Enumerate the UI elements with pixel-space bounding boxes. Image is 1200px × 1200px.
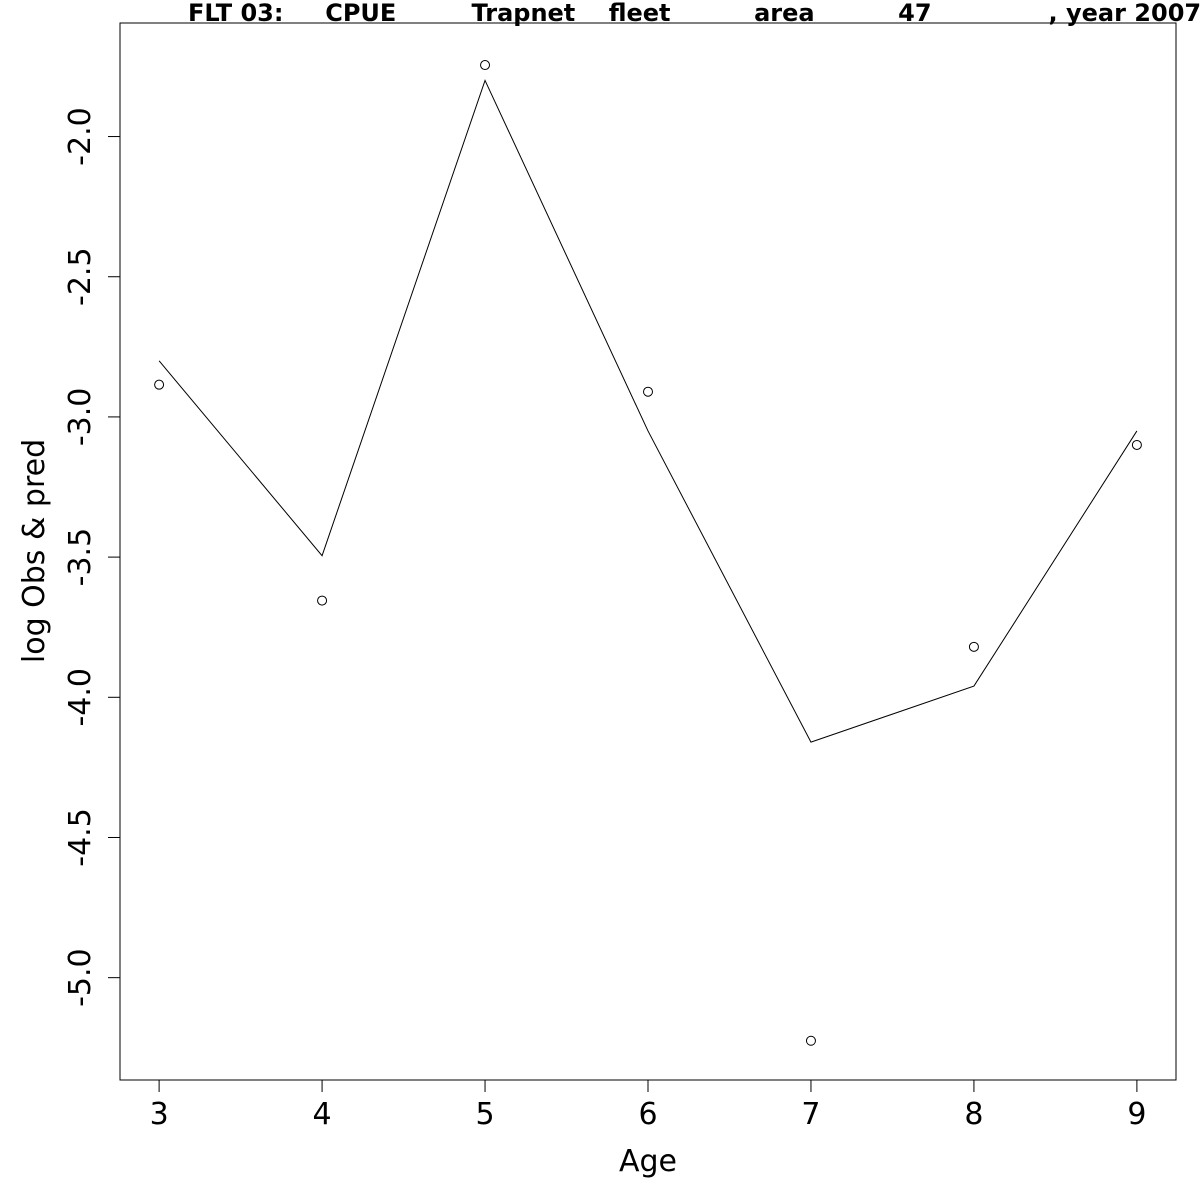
observed-point — [643, 386, 653, 397]
x-tick-label: 7 — [801, 1097, 820, 1132]
observed-point — [154, 379, 165, 390]
x-tick-label: 4 — [313, 1097, 332, 1132]
x-tick-label: 6 — [638, 1097, 657, 1132]
x-tick-label: 3 — [150, 1097, 169, 1132]
x-tick-label: 5 — [475, 1097, 494, 1132]
y-axis: -5.0 -4.5 -4.0 -3.5 -3.0 -2.5 -2.0 — [63, 107, 121, 1007]
observed-point — [480, 60, 491, 71]
y-axis-label: log Obs & pred — [17, 439, 52, 663]
y-tick-label: -2.5 — [63, 247, 98, 306]
observed-series — [154, 60, 1142, 1046]
observed-point — [317, 595, 328, 606]
x-tick-label: 8 — [964, 1097, 983, 1132]
x-axis: 3 4 5 6 7 8 9 — [150, 1079, 1146, 1132]
y-tick-label: -3.0 — [63, 388, 98, 447]
y-tick-label: -3.5 — [63, 528, 98, 587]
y-tick-label: -4.5 — [63, 808, 98, 867]
x-tick-label: 9 — [1127, 1097, 1146, 1132]
observed-point — [1131, 439, 1142, 450]
plot-frame — [119, 22, 1177, 1081]
x-axis-label: Age — [619, 1144, 677, 1179]
observed-point — [968, 641, 979, 652]
y-tick-label: -4.0 — [63, 668, 98, 727]
y-tick-label: -5.0 — [63, 948, 98, 1007]
observed-point — [805, 1035, 816, 1046]
predicted-line — [158, 79, 1138, 743]
y-tick-label: -2.0 — [63, 107, 98, 166]
predicted-series — [158, 79, 1138, 743]
